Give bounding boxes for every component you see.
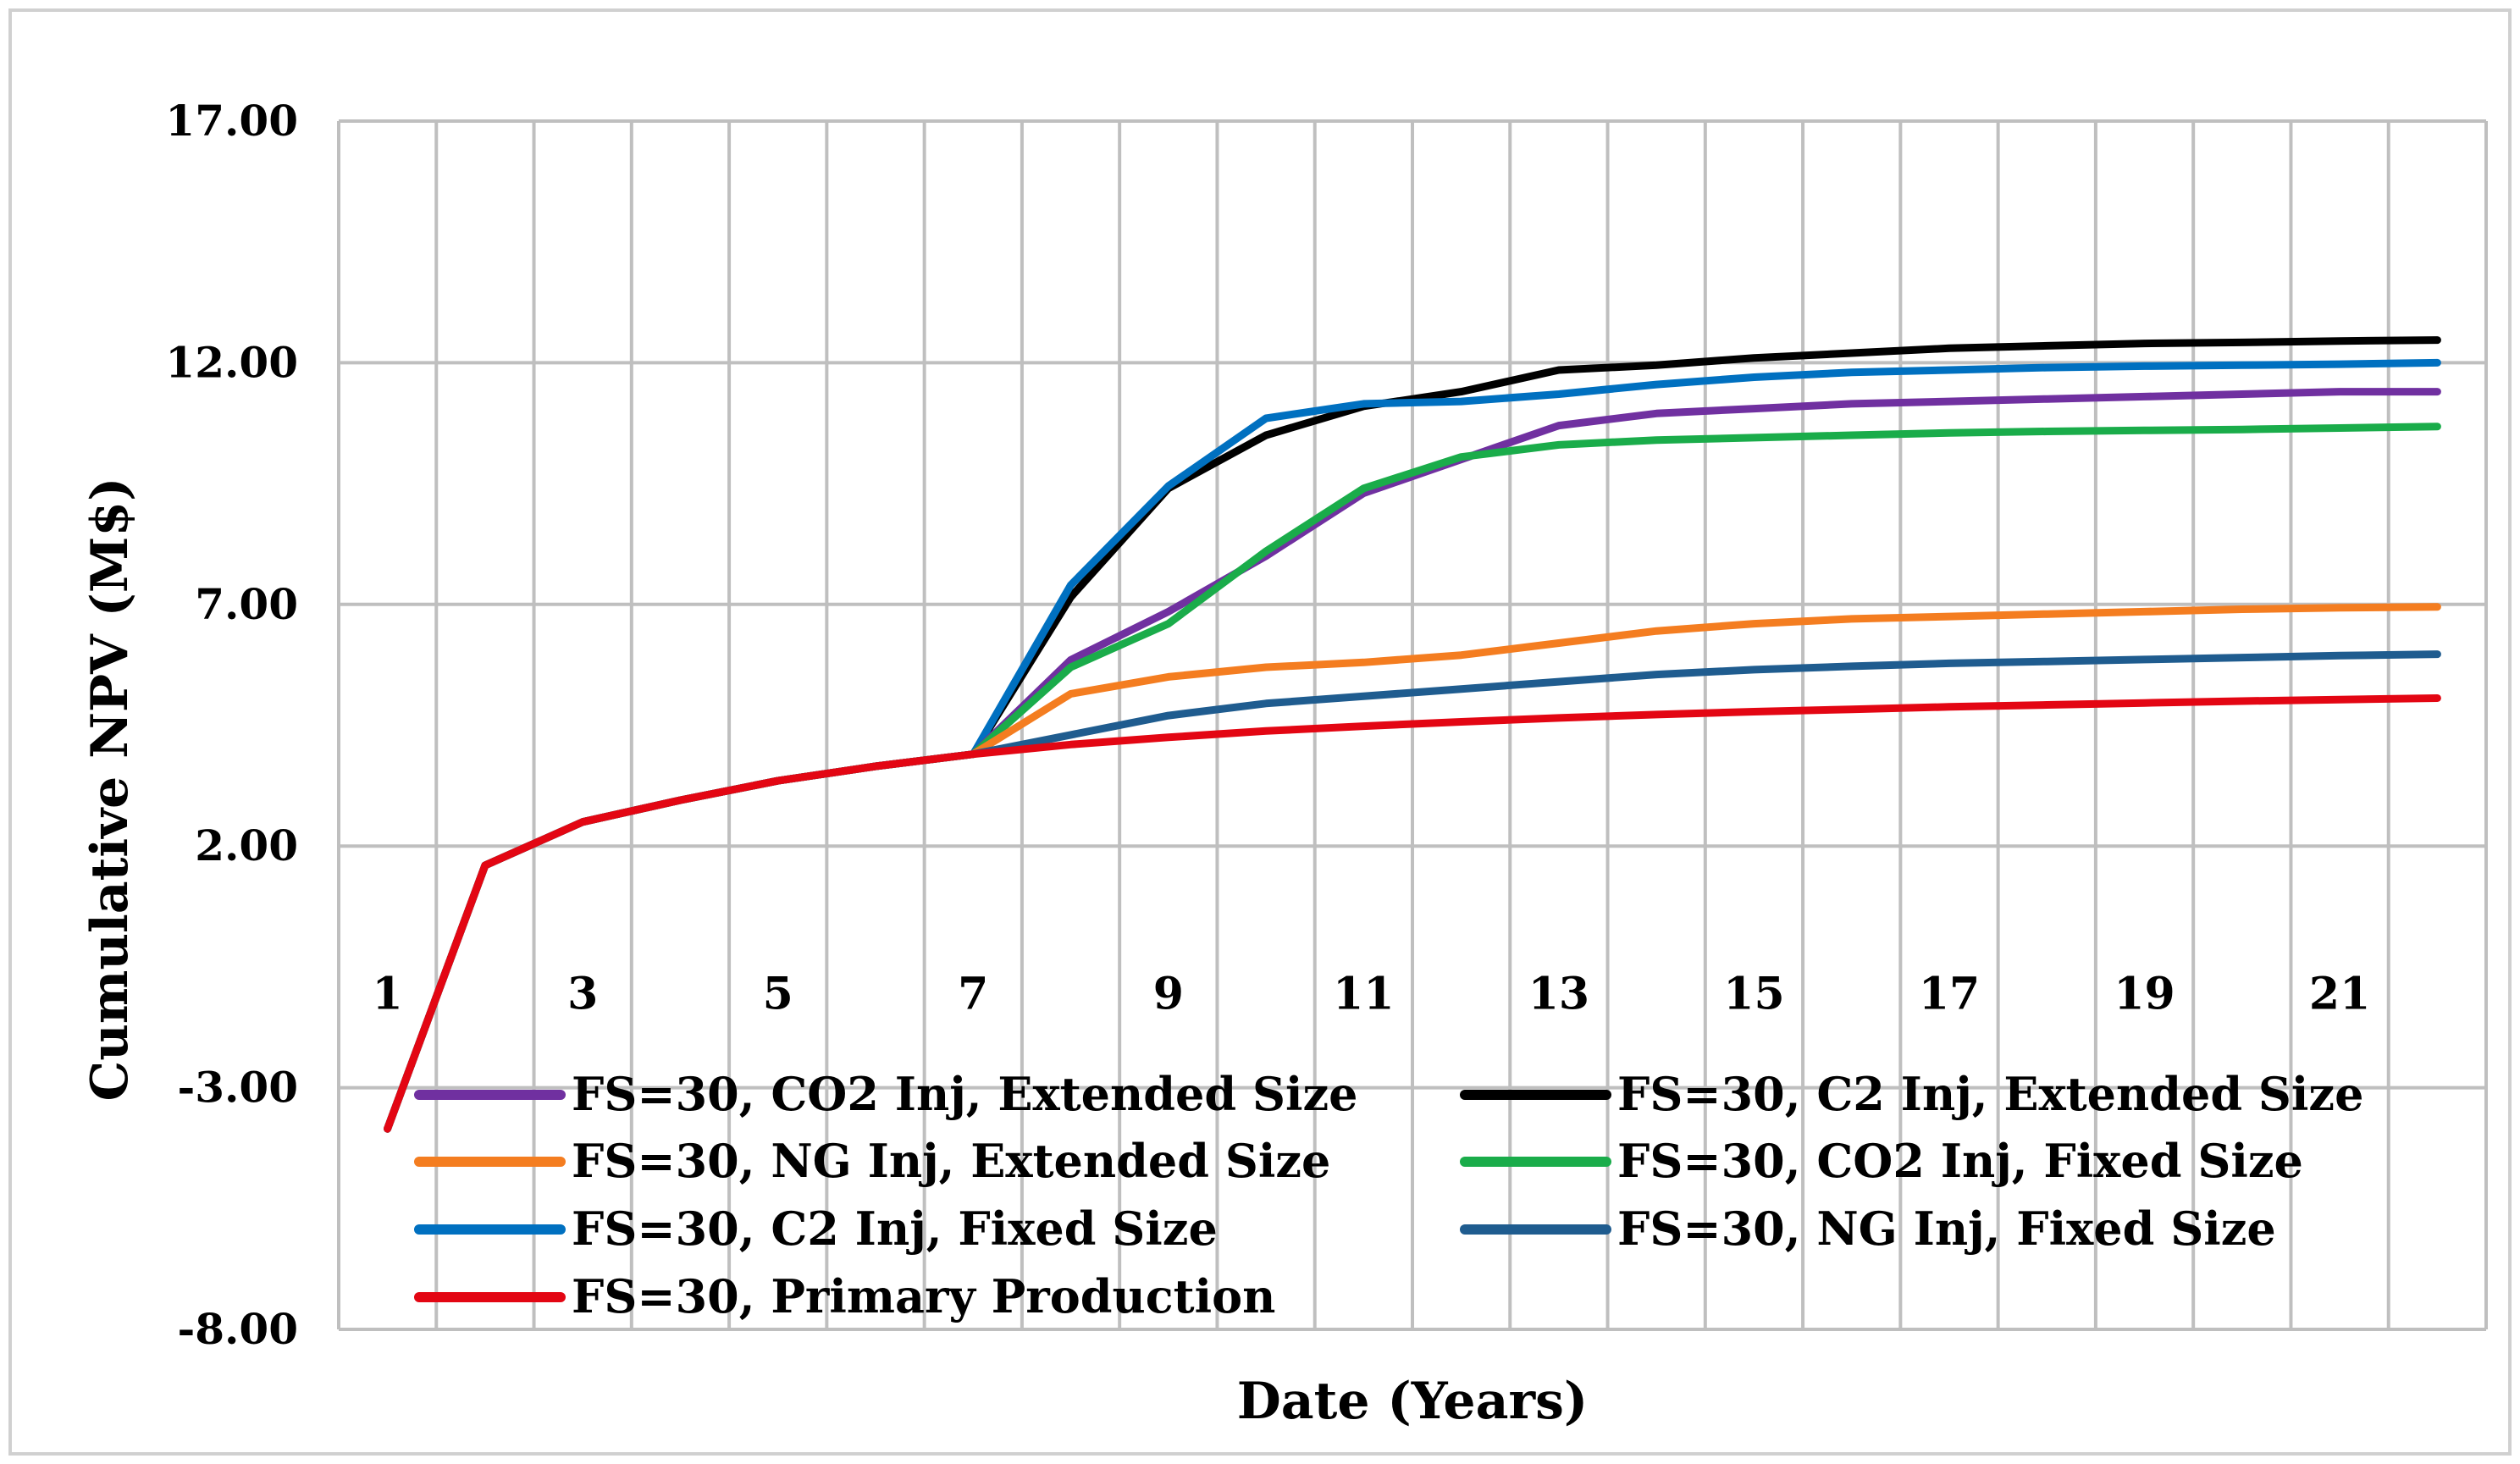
x-tick-label: 15 bbox=[1723, 968, 1784, 1019]
y-tick-label: 17.00 bbox=[165, 96, 298, 146]
series-line-7 bbox=[384, 694, 2441, 1133]
legend: FS=30, CO2 Inj, Extended Size FS=30, C2 I… bbox=[414, 1067, 2363, 1323]
legend-entry-3: FS=30, NG Inj, Extended Size bbox=[572, 1134, 1330, 1188]
x-axis-tick-labels: 1 3 5 7 9 11 13 15 17 19 21 bbox=[373, 968, 2371, 1019]
y-axis-tick-labels: -8.00 -3.00 2.00 7.00 12.00 17.00 bbox=[165, 96, 298, 1354]
legend-entry-2: FS=30, C2 Inj, Extended Size bbox=[1617, 1067, 2363, 1121]
legend-entry-6: FS=30, NG Inj, Fixed Size bbox=[1617, 1202, 2276, 1256]
series-lines bbox=[384, 336, 2441, 1133]
legend-entry-4: FS=30, CO2 Inj, Fixed Size bbox=[1617, 1134, 2303, 1188]
gridlines bbox=[337, 119, 2488, 1331]
x-axis-title: Date (Years) bbox=[1237, 1372, 1589, 1431]
x-tick-label: 9 bbox=[1153, 968, 1184, 1019]
y-tick-label: 7.00 bbox=[195, 579, 298, 629]
x-tick-label: 3 bbox=[567, 968, 598, 1019]
x-tick-label: 21 bbox=[2309, 968, 2370, 1019]
x-tick-label: 7 bbox=[958, 968, 988, 1019]
y-tick-label: -3.00 bbox=[177, 1063, 298, 1113]
x-tick-label: 13 bbox=[1528, 968, 1589, 1019]
legend-entry-7: FS=30, Primary Production bbox=[572, 1269, 1275, 1323]
x-tick-label: 17 bbox=[1919, 968, 1980, 1019]
y-tick-label: -8.00 bbox=[177, 1304, 298, 1354]
x-tick-label: 1 bbox=[373, 968, 403, 1019]
y-tick-label: 12.00 bbox=[165, 337, 298, 387]
y-tick-label: 2.00 bbox=[195, 820, 298, 870]
x-tick-label: 11 bbox=[1333, 968, 1394, 1019]
x-tick-label: 19 bbox=[2114, 968, 2175, 1019]
x-tick-label: 5 bbox=[763, 968, 793, 1019]
legend-entry-5: FS=30, C2 Inj, Fixed Size bbox=[572, 1202, 1218, 1256]
y-axis-title: Cumulative NPV (M$) bbox=[80, 478, 140, 1102]
legend-entry-1: FS=30, CO2 Inj, Extended Size bbox=[572, 1067, 1358, 1121]
chart-border bbox=[8, 8, 2512, 1456]
